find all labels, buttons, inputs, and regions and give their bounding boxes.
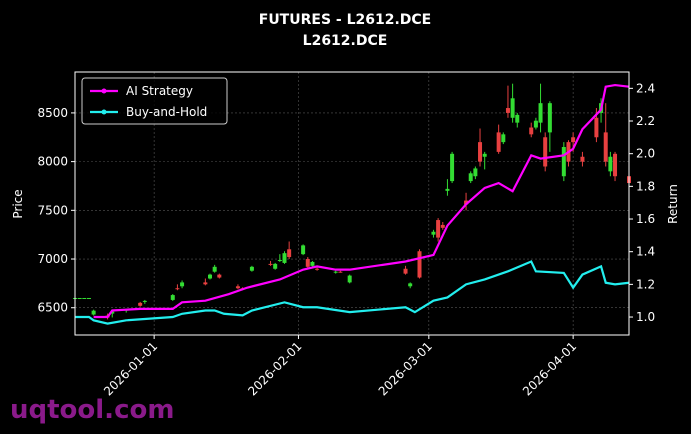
line-series bbox=[75, 260, 630, 325]
candle-body bbox=[547, 103, 552, 133]
candle-body bbox=[235, 286, 240, 289]
candle-body bbox=[333, 271, 338, 273]
candle-body bbox=[510, 98, 515, 118]
y2-tick-label: 2.0 bbox=[636, 147, 655, 161]
candle-body bbox=[440, 224, 445, 228]
candle-body bbox=[338, 271, 343, 273]
candle-body bbox=[473, 168, 478, 177]
plot-frame bbox=[74, 71, 630, 336]
candle-body bbox=[268, 263, 273, 265]
y2-tick-label: 1.8 bbox=[636, 179, 655, 193]
candle-body bbox=[217, 274, 222, 278]
candle-body bbox=[86, 297, 91, 299]
y2-tick-label: 2.2 bbox=[636, 114, 655, 128]
candle-body bbox=[580, 156, 585, 162]
candle-body bbox=[301, 245, 306, 255]
candle-body bbox=[603, 132, 608, 162]
y2-tick-label: 1.0 bbox=[636, 310, 655, 324]
candle-body bbox=[533, 120, 538, 128]
candle-body bbox=[403, 268, 408, 274]
y2-tick-label: 1.6 bbox=[636, 212, 655, 226]
candle-body bbox=[613, 153, 618, 177]
candle-body bbox=[208, 274, 213, 279]
candle-body bbox=[529, 127, 534, 135]
candle-body bbox=[571, 137, 576, 143]
candle-body bbox=[77, 297, 82, 299]
candle-body bbox=[515, 114, 520, 123]
y2-tick-label: 1.2 bbox=[636, 277, 655, 291]
legend-marker bbox=[101, 109, 107, 115]
candle-body bbox=[431, 231, 436, 235]
candle-body bbox=[282, 253, 287, 263]
candle-body bbox=[287, 249, 292, 258]
y-tick-label: 6500 bbox=[37, 301, 68, 315]
y-tick-label: 7500 bbox=[37, 203, 68, 217]
chart-title: FUTURES - L2612.DCE bbox=[259, 12, 432, 28]
candle-body bbox=[170, 295, 175, 300]
candle-body bbox=[315, 268, 320, 270]
candle-body bbox=[417, 251, 422, 278]
y-tick-label: 8500 bbox=[37, 106, 68, 120]
candle-body bbox=[138, 302, 143, 306]
candle-body bbox=[91, 310, 96, 315]
candle-body bbox=[82, 297, 87, 299]
candle-body bbox=[561, 147, 566, 177]
candle-body bbox=[468, 173, 473, 182]
candle-body bbox=[203, 282, 208, 285]
candle-body bbox=[273, 263, 278, 269]
candle-body bbox=[445, 188, 450, 191]
line-series bbox=[93, 83, 630, 319]
candle-body bbox=[110, 311, 115, 314]
candle-body bbox=[175, 288, 180, 290]
candle-body bbox=[496, 132, 501, 152]
legend-marker bbox=[101, 88, 107, 94]
candle-body bbox=[305, 259, 310, 267]
legend-label: Buy-and-Hold bbox=[126, 105, 207, 119]
candle-body bbox=[249, 266, 254, 271]
y2-tick-label: 2.4 bbox=[636, 81, 655, 95]
candle-body bbox=[608, 156, 613, 172]
y-tick-label: 7000 bbox=[37, 252, 68, 266]
candle-body bbox=[212, 266, 217, 272]
candle-body bbox=[594, 117, 599, 138]
legend-label: AI Strategy bbox=[126, 84, 193, 98]
candle-body bbox=[310, 261, 315, 266]
candle-body bbox=[347, 275, 352, 283]
candle-body bbox=[277, 259, 282, 261]
candle-body bbox=[408, 283, 413, 287]
candle-body bbox=[543, 137, 548, 167]
legend-box bbox=[81, 77, 228, 125]
candle-body bbox=[436, 220, 441, 238]
y2-axis-label: Return bbox=[666, 184, 680, 224]
candle-body bbox=[501, 134, 506, 143]
candle-body bbox=[464, 200, 469, 205]
y-tick-label: 8000 bbox=[37, 155, 68, 169]
candle-body bbox=[538, 103, 543, 123]
candle-body bbox=[180, 282, 185, 287]
candle-body bbox=[482, 153, 487, 157]
watermark: uqtool.com bbox=[10, 395, 174, 425]
candle-body bbox=[450, 153, 455, 182]
candle-body bbox=[478, 142, 483, 162]
y2-tick-label: 1.4 bbox=[636, 245, 655, 259]
y-axis-label: Price bbox=[11, 189, 25, 218]
chart-subtitle: L2612.DCE bbox=[303, 33, 388, 49]
candle-body bbox=[505, 108, 510, 113]
candle-body bbox=[142, 300, 147, 302]
